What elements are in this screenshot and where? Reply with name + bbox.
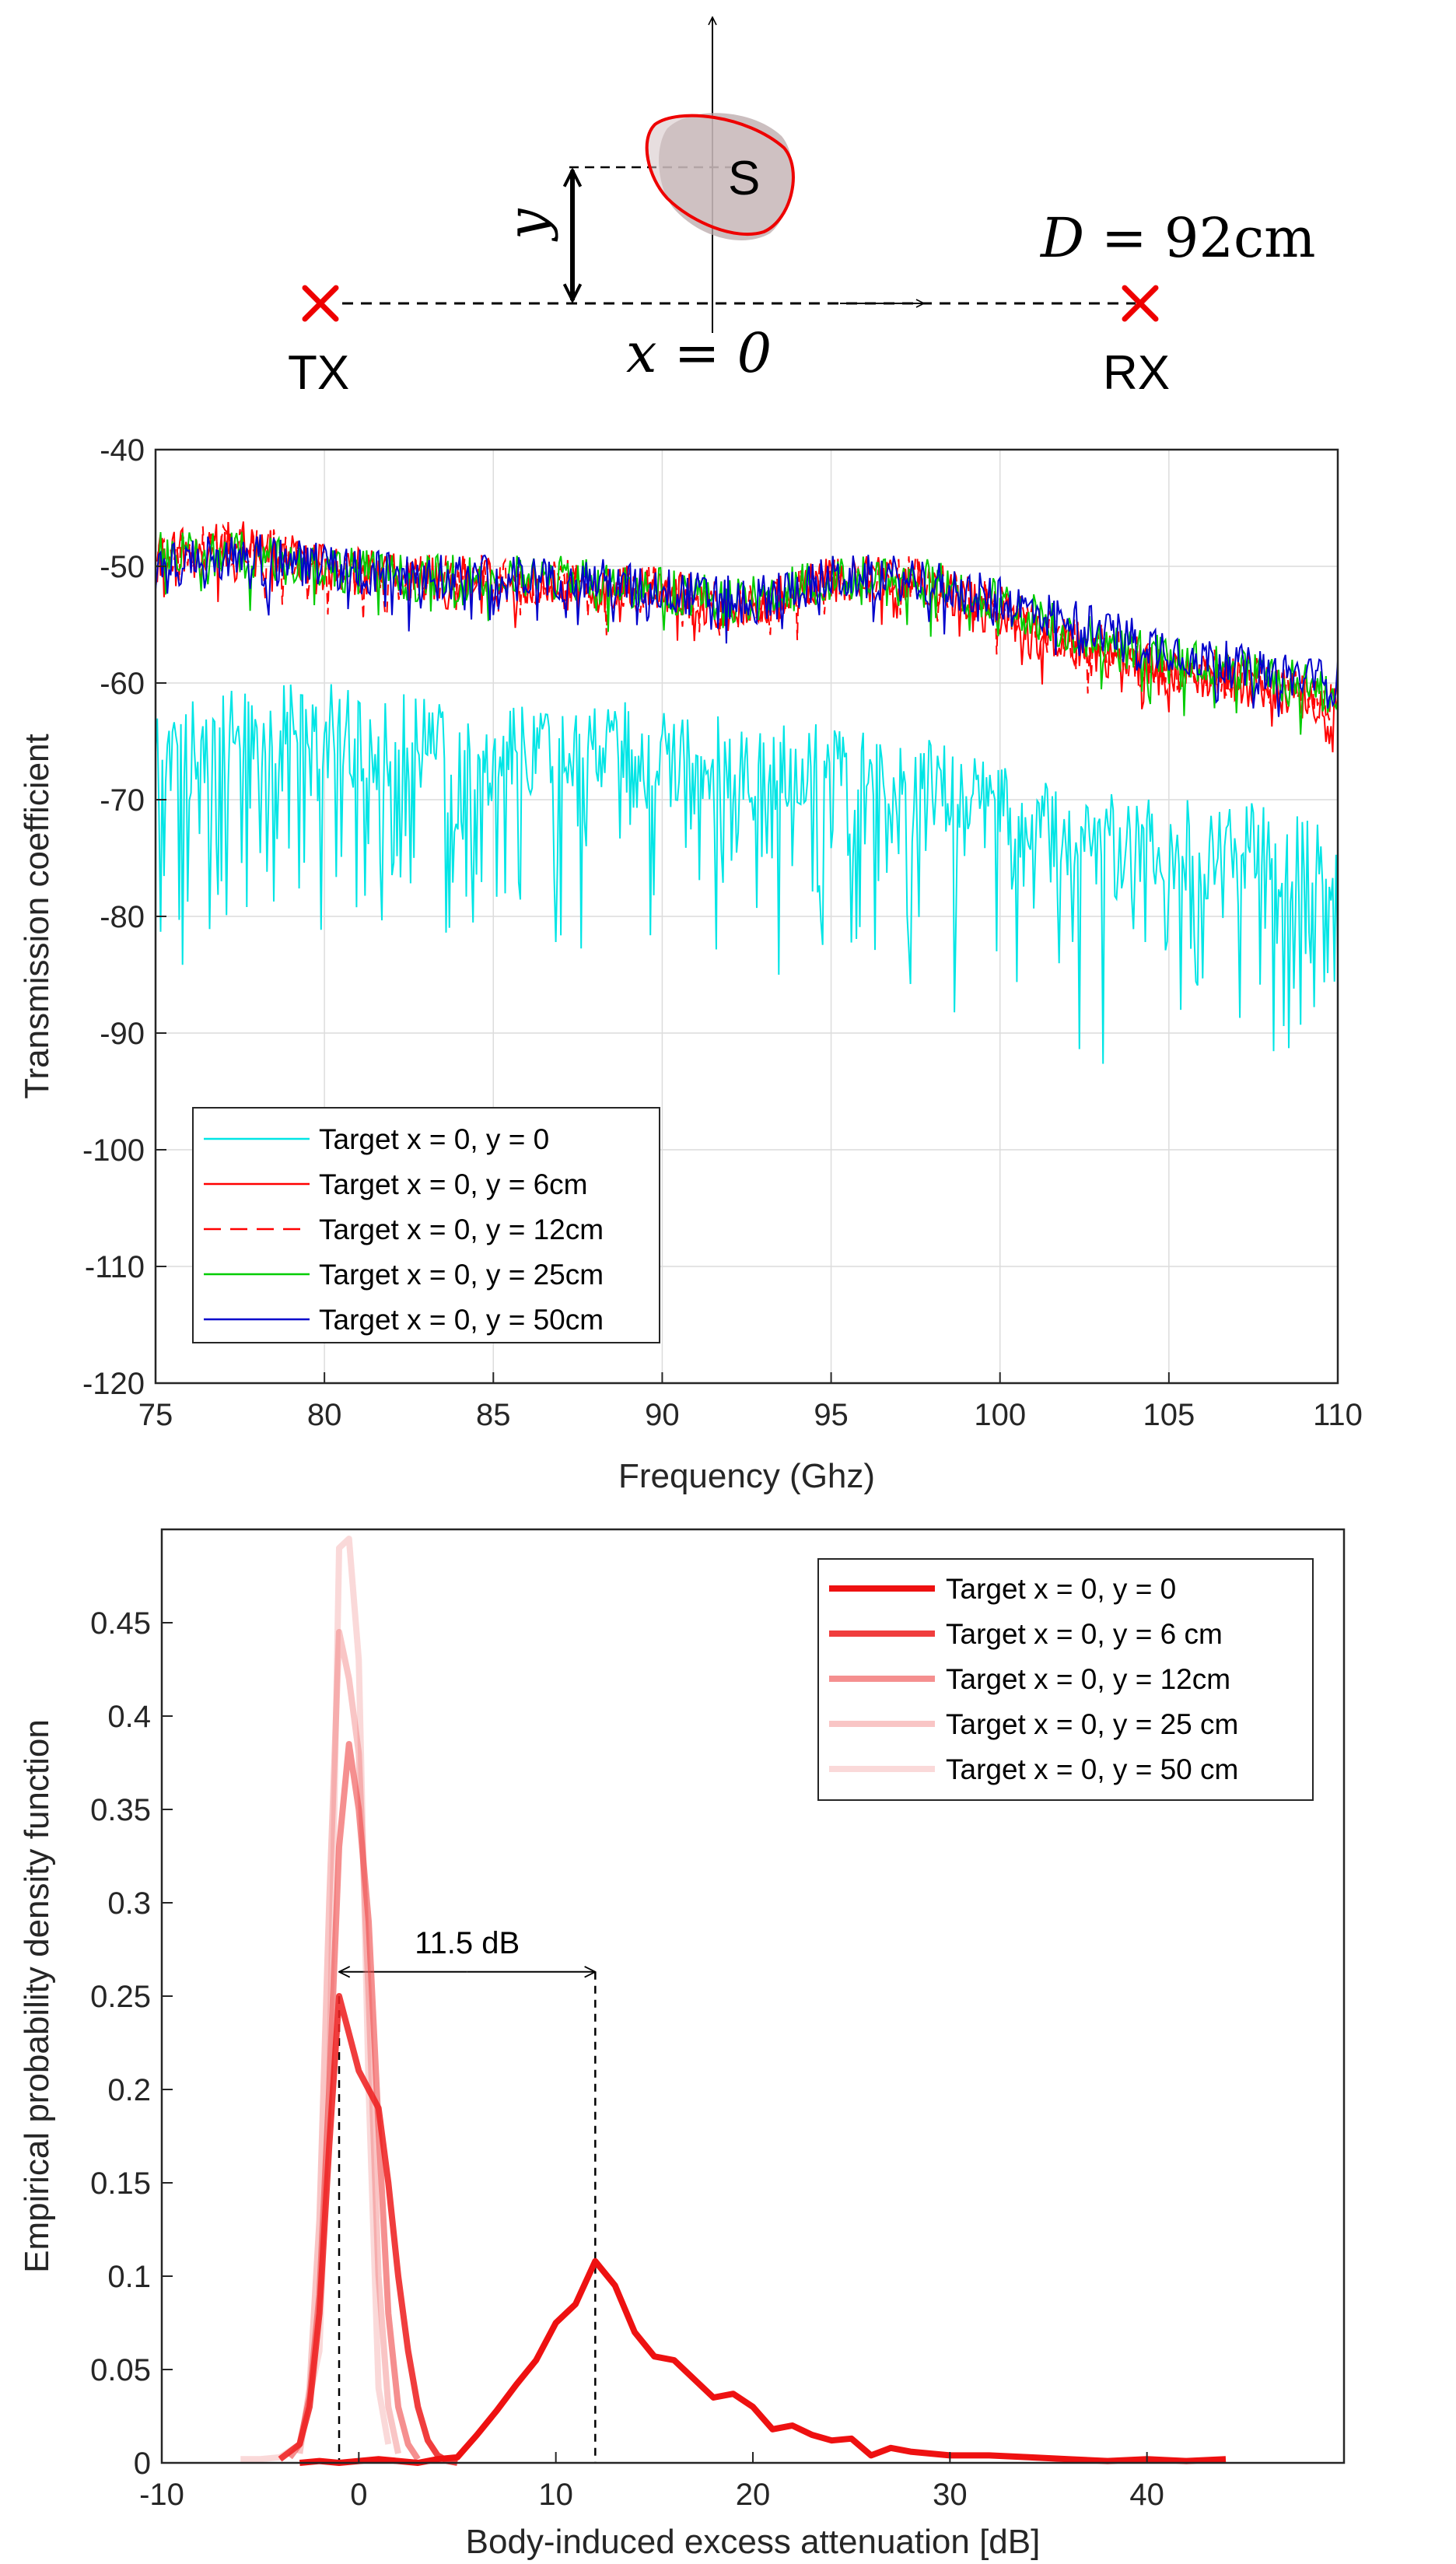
c1-legend-box	[192, 1107, 660, 1343]
c1-xtick-label: 95	[814, 1398, 849, 1432]
c1-ytick-label: -120	[82, 1367, 145, 1401]
c2-ytick-label: 0.4	[107, 1700, 151, 1734]
c2-legend-items: Target x = 0, y = 0 Target x = 0, y = 6 c…	[829, 1573, 1238, 1785]
c2-ytick-label: 0	[134, 2447, 151, 2481]
c1-ytick-label: -100	[82, 1133, 145, 1168]
c2-xlabel: Body-induced excess attenuation [dB]	[466, 2523, 1041, 2561]
c2-legend-label: Target x = 0, y = 25 cm	[946, 1708, 1238, 1740]
c1-legend-label: Target x = 0, y = 0	[319, 1123, 549, 1155]
c1-xtick-label: 85	[476, 1398, 511, 1432]
c2-ytick-label: 0.35	[90, 1793, 151, 1827]
tx-marker	[302, 285, 339, 322]
c1-ytick-label: -70	[100, 783, 145, 818]
chart-pdf: -10 0 10 20 30 4000.050.10.150.20.250.30.350.…	[18, 1528, 1346, 2561]
c1-ticks: 75 80 85 90 95 100 105 110 -40 -50 -60 -70 -80 -90 -10…	[82, 433, 1363, 1432]
c2-ytick-label: 0.15	[90, 2166, 151, 2201]
c2-series-line-0	[299, 2258, 1227, 2466]
c2-annotation-label: 11.5 dB	[415, 1926, 520, 1960]
c1-series	[155, 521, 1339, 1064]
c2-ytick-label: 0.1	[107, 2260, 151, 2294]
c2-xtick-label: 0	[350, 2478, 367, 2512]
c1-series-line-0	[155, 684, 1339, 1064]
c2-ytick-label: 0.3	[107, 1886, 151, 1921]
c2-series-line-4	[240, 1536, 392, 2463]
c2-series	[240, 1536, 1227, 2466]
c1-ytick-label: -110	[85, 1250, 145, 1284]
rx-label: RX	[1103, 346, 1170, 400]
c1-xtick-label: 110	[1313, 1398, 1363, 1432]
c2-series-line-3	[296, 1629, 401, 2454]
target-body-outline	[645, 114, 795, 236]
x-equation: x = 0	[626, 321, 772, 385]
c1-xtick-label: 80	[307, 1398, 342, 1432]
c1-ytick-label: -50	[100, 550, 145, 584]
target-label: S	[728, 152, 760, 205]
c2-legend: Target x = 0, y = 0 Target x = 0, y = 6 c…	[817, 1558, 1314, 1801]
c2-legend-label: Target x = 0, y = 0	[946, 1573, 1176, 1605]
c1-series-line-4	[155, 534, 1339, 717]
y-symbol: y	[495, 208, 559, 242]
c1-legend: Target x = 0, y = 0 Target x = 0, y = 6cm…	[192, 1107, 660, 1343]
c2-xtick-label: 40	[1129, 2478, 1164, 2512]
c1-legend-label: Target x = 0, y = 6cm	[319, 1168, 587, 1200]
c2-ticks: -10 0 10 20 30 4000.050.10.150.20.250.30.350.…	[90, 1606, 1164, 2512]
c1-legend-label: Target x = 0, y = 25cm	[319, 1259, 604, 1291]
c2-legend-label: Target x = 0, y = 12cm	[946, 1663, 1230, 1695]
c1-ytick-label: -80	[100, 900, 145, 934]
chart-transmission: 75 80 85 90 95 100 105 110 -40 -50 -60 -70 -80 -90 -10…	[18, 433, 1363, 1495]
c2-ytick-label: 0.05	[90, 2353, 151, 2387]
c2-xtick-label: 30	[933, 2478, 968, 2512]
c1-xtick-label: 105	[1143, 1398, 1195, 1432]
d-variable: D	[1039, 206, 1084, 270]
c2-xtick-label: 20	[736, 2478, 771, 2512]
c2-ytick-label: 0.25	[90, 1980, 151, 2014]
rx-marker	[1122, 285, 1159, 322]
c1-legend-label: Target x = 0, y = 12cm	[319, 1214, 604, 1245]
c1-ytick-label: -40	[100, 433, 145, 468]
c2-ytick-label: 0.2	[107, 2073, 151, 2107]
c1-xlabel: Frequency (Ghz)	[618, 1457, 875, 1495]
c2-ytick-label: 0.45	[90, 1606, 151, 1641]
c1-xtick-label: 90	[645, 1398, 680, 1432]
c1-ytick-label: -60	[100, 667, 145, 701]
c2-ylabel: Empirical probability density function	[18, 1719, 56, 2273]
c2-legend-label: Target x = 0, y = 6 cm	[946, 1618, 1223, 1650]
c1-legend-items: Target x = 0, y = 0 Target x = 0, y = 6cm…	[204, 1123, 604, 1336]
c1-ytick-label: -90	[100, 1017, 145, 1051]
d-equation: = 92cm	[1101, 206, 1316, 270]
tx-label: TX	[288, 346, 349, 400]
c2-xtick-label: -10	[139, 2478, 184, 2512]
c1-ylabel: Transmission coefficient	[18, 734, 56, 1099]
c1-xtick-label: 100	[974, 1398, 1026, 1432]
c1-legend-label: Target x = 0, y = 50cm	[319, 1304, 604, 1336]
c2-legend-label: Target x = 0, y = 50 cm	[946, 1753, 1238, 1785]
c1-xtick-label: 75	[138, 1398, 173, 1432]
setup-diagram: S y x = 0 D = 92cm TX RX	[288, 17, 1316, 400]
c2-annotation-lines	[338, 1972, 597, 2463]
c2-xtick-label: 10	[538, 2478, 573, 2512]
c2-series-line-1	[278, 1993, 458, 2466]
